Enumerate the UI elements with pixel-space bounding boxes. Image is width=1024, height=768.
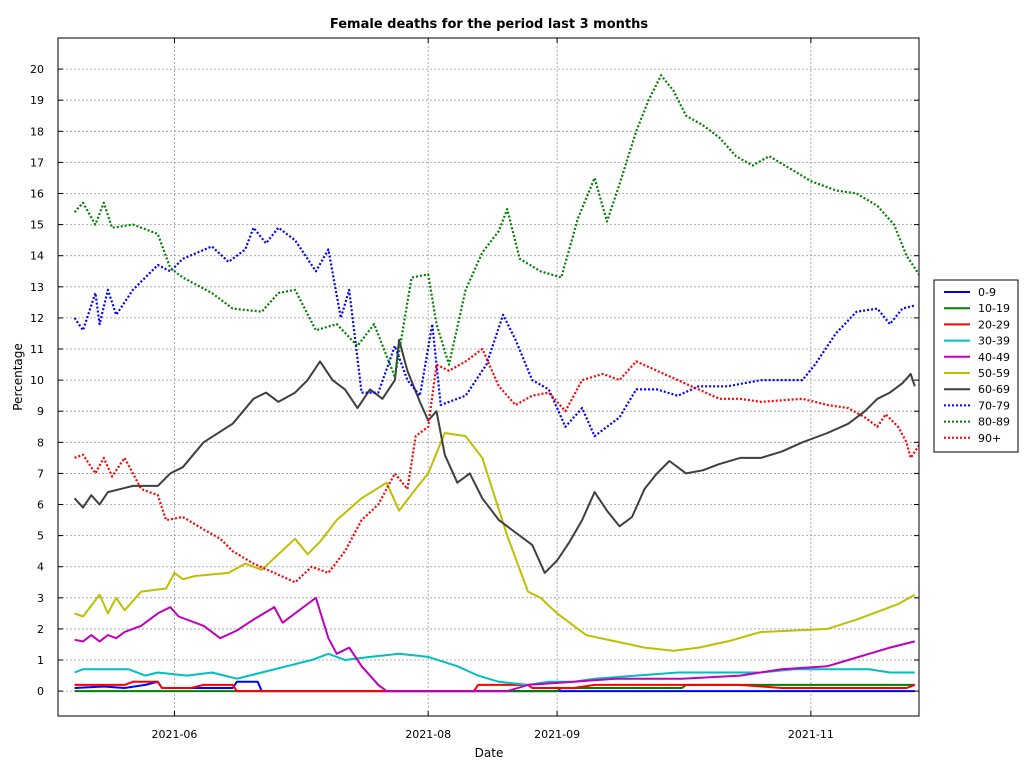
y-tick-label: 9 — [37, 405, 44, 418]
series-line-70-79 — [73, 226, 916, 438]
x-tick-label: 2021-11 — [788, 728, 834, 741]
legend-label: 0-9 — [978, 286, 996, 299]
y-tick-label: 15 — [30, 219, 44, 232]
y-tick-label: 0 — [37, 685, 44, 698]
y-tick-label: 7 — [37, 467, 44, 480]
legend: 0-9 10-19 20-29 30-39 40-49 50-59 60-69 70-79 80… — [933, 279, 1019, 453]
x-tick-label: 2021-06 — [151, 728, 197, 741]
y-tick-label: 12 — [30, 312, 44, 325]
series-line-50-59 — [74, 432, 916, 652]
legend-label: 80-89 — [978, 416, 1010, 429]
legend-label: 50-59 — [978, 367, 1010, 380]
legend-label: 60-69 — [978, 383, 1010, 396]
y-tick-label: 6 — [37, 499, 44, 512]
series-line-40-49 — [74, 596, 916, 693]
y-tick-label: 16 — [30, 188, 44, 201]
y-tick-label: 20 — [30, 63, 44, 76]
y-tick-label: 3 — [37, 592, 44, 605]
y-tick-label: 17 — [30, 156, 44, 169]
x-tick-label: 2021-09 — [534, 728, 580, 741]
series-lines — [73, 74, 919, 693]
y-tick-label: 10 — [30, 374, 44, 387]
y-tick-label: 4 — [37, 561, 44, 574]
y-tick-label: 5 — [37, 530, 44, 543]
y-tick-label: 8 — [37, 436, 44, 449]
x-tick-label: 2021-08 — [405, 728, 451, 741]
legend-label: 90+ — [978, 432, 1001, 445]
legend-label: 40-49 — [978, 351, 1010, 364]
plot-frame — [57, 37, 920, 717]
legend-label: 70-79 — [978, 399, 1010, 412]
y-tick-label: 13 — [30, 281, 44, 294]
y-tick-label: 1 — [37, 654, 44, 667]
y-tick-label: 18 — [30, 125, 44, 138]
legend-label: 30-39 — [978, 335, 1010, 348]
grid — [58, 38, 919, 716]
legend-label: 10-19 — [978, 302, 1010, 315]
series-line-80-89 — [73, 74, 919, 379]
y-tick-label: 2 — [37, 623, 44, 636]
series-line-90+ — [74, 347, 919, 584]
chart-title: Female deaths for the period last 3 mont… — [330, 17, 648, 32]
series-line-60-69 — [73, 338, 916, 574]
y-axis-label: Percentage — [11, 343, 25, 411]
y-tick-label: 19 — [30, 94, 44, 107]
legend-label: 20-29 — [978, 318, 1010, 331]
x-axis-label: Date — [475, 746, 504, 760]
y-tick-label: 11 — [30, 343, 44, 356]
y-tick-label: 14 — [30, 250, 44, 263]
